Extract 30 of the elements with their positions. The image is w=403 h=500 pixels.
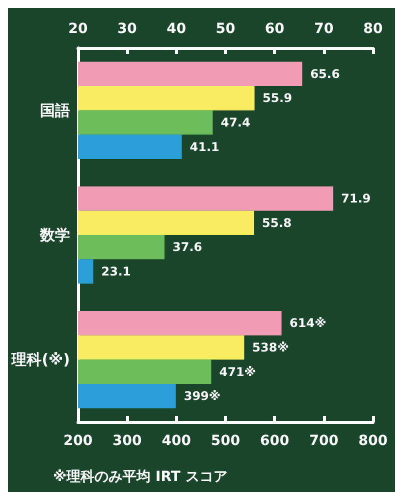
x2-tick-label: 60 <box>264 21 285 37</box>
x-tick-label: 200 <box>63 433 93 449</box>
data-label: 55.9 <box>262 91 292 106</box>
text: ※理科のみ平均 IRT スコア <box>53 469 228 485</box>
x-tick-label: 600 <box>260 433 290 449</box>
data-label: 65.6 <box>310 66 340 81</box>
x2-tick-label: 50 <box>216 21 236 37</box>
x2-tick-label: 40 <box>166 21 186 37</box>
data-label: 614※ <box>290 316 326 330</box>
x-tick-label: 800 <box>358 433 388 449</box>
data-label: 399※ <box>184 389 221 404</box>
data-label: 37.6 <box>172 240 202 254</box>
x-tick-label: 500 <box>210 433 240 449</box>
x2-tick-label: 20 <box>68 21 88 37</box>
data-label: 71.9 <box>341 192 371 206</box>
y-tick-label: 数学 <box>39 226 70 244</box>
data-label: 471※ <box>219 364 256 379</box>
x-tick-label: 400 <box>162 433 192 449</box>
data-label: 23.1 <box>101 264 131 278</box>
y-tick-label: 国語 <box>40 101 70 120</box>
y-tick-label: 理科(※) <box>10 350 70 369</box>
data-label: 47.4 <box>220 115 250 130</box>
x-tick-label: 700 <box>309 433 339 449</box>
x2-tick-label: 30 <box>117 21 138 37</box>
data-label: 41.1 <box>190 140 220 154</box>
x2-tick-label: 70 <box>314 21 334 37</box>
data-label: 538※ <box>252 340 289 355</box>
data-label: 55.8 <box>262 216 292 230</box>
x2-tick-label: 80 <box>363 21 383 37</box>
x-tick-label: 300 <box>112 433 142 449</box>
